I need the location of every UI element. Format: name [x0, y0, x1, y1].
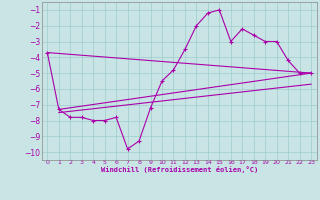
X-axis label: Windchill (Refroidissement éolien,°C): Windchill (Refroidissement éolien,°C): [100, 166, 258, 173]
